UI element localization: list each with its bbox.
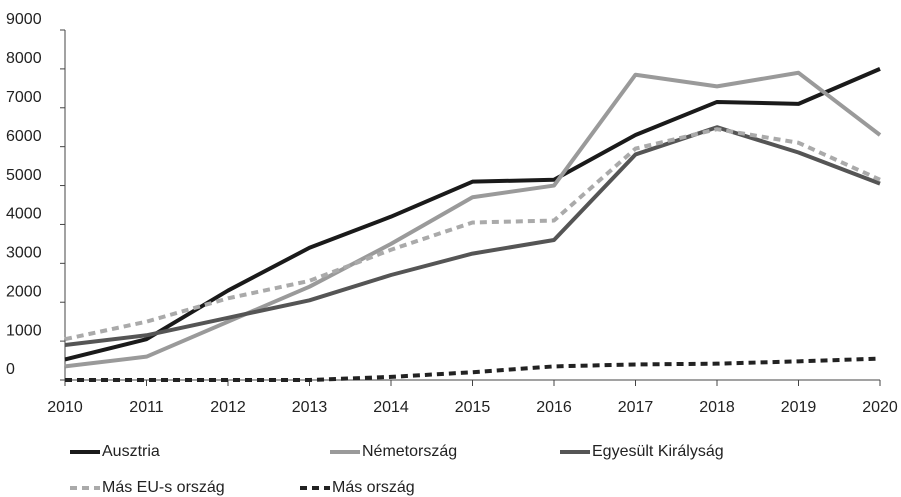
- y-tick-label: 1000: [6, 322, 42, 339]
- x-tick-label: 2010: [47, 399, 83, 416]
- legend-label: Ausztria: [102, 443, 160, 460]
- x-tick-label: 2016: [536, 399, 572, 416]
- x-tick-label: 2012: [210, 399, 246, 416]
- y-tick-label: 4000: [6, 206, 42, 223]
- x-tick-label: 2017: [618, 399, 654, 416]
- x-tick-label: 2015: [455, 399, 491, 416]
- series-line: [64, 127, 881, 342]
- legend-label: Más EU-s ország: [102, 479, 225, 496]
- series-line: [64, 67, 881, 362]
- y-tick-label: 3000: [6, 245, 42, 262]
- y-tick-label: 8000: [6, 50, 42, 67]
- legend-label: Németország: [362, 443, 457, 460]
- series-line: [65, 356, 881, 382]
- series-line: [64, 125, 881, 347]
- y-tick-label: 6000: [6, 128, 42, 145]
- y-tick-label: 2000: [6, 283, 42, 300]
- legend-label: Más ország: [332, 479, 415, 496]
- x-tick-label: 2013: [292, 399, 328, 416]
- x-tick-label: 2020: [862, 399, 898, 416]
- x-tick-label: 2019: [781, 399, 817, 416]
- series-line: [64, 70, 882, 369]
- x-tick-label: 2011: [129, 399, 164, 416]
- y-tick-label: 9000: [6, 11, 42, 28]
- y-tick-label: 7000: [6, 89, 42, 106]
- y-tick-label: 0: [6, 361, 15, 378]
- legend-label: Egyesült Királyság: [592, 443, 724, 460]
- x-tick-label: 2014: [373, 399, 409, 416]
- x-tick-label: 2018: [699, 399, 735, 416]
- y-tick-label: 5000: [6, 167, 42, 184]
